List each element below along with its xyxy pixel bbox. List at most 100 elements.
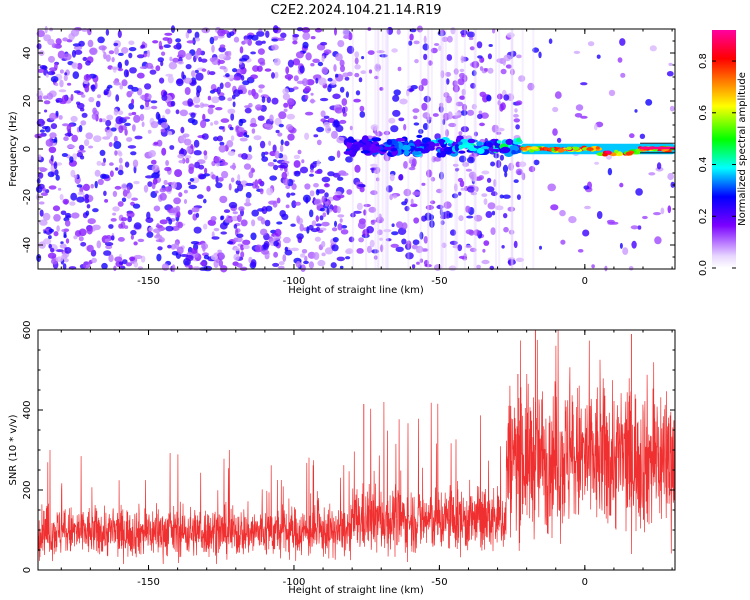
noise-blob bbox=[478, 110, 483, 115]
noise-blob bbox=[55, 256, 64, 263]
snr-panel: -150 -100 -50 0 600 400 200 0 Height of straigh… bbox=[8, 320, 676, 596]
noise-blob bbox=[169, 145, 175, 150]
noise-blob bbox=[388, 117, 396, 124]
noise-blob bbox=[193, 226, 202, 234]
noise-blob bbox=[167, 37, 173, 45]
noise-blob bbox=[104, 199, 109, 203]
noise-blob bbox=[242, 239, 251, 246]
noise-blob bbox=[126, 211, 135, 218]
noise-blob bbox=[506, 32, 515, 38]
noise-blob bbox=[206, 185, 211, 192]
noise-blob bbox=[619, 182, 624, 188]
noise-blob bbox=[228, 183, 232, 191]
noise-blob bbox=[408, 167, 416, 171]
noise-blob bbox=[233, 247, 241, 251]
spectrogram-ylabel: Frequency (Hz) bbox=[8, 111, 19, 187]
noise-blob bbox=[445, 71, 451, 77]
noise-blob bbox=[461, 103, 467, 111]
noise-blob bbox=[466, 215, 474, 219]
noise-blob bbox=[359, 186, 365, 193]
noise-blob bbox=[433, 43, 440, 46]
noise-blob bbox=[285, 204, 290, 209]
noise-blob bbox=[109, 162, 114, 166]
noise-blob bbox=[177, 49, 186, 59]
noise-blob bbox=[122, 189, 128, 197]
noise-blob bbox=[105, 119, 112, 127]
noise-blob bbox=[477, 55, 483, 59]
noise-blob bbox=[427, 60, 433, 66]
noise-blob bbox=[278, 261, 285, 266]
noise-blob bbox=[190, 112, 196, 119]
noise-blob bbox=[136, 72, 145, 79]
noise-blob bbox=[217, 29, 226, 37]
snr-series-line bbox=[37, 329, 676, 565]
noise-blob bbox=[299, 223, 304, 232]
noise-blob bbox=[227, 108, 236, 115]
noise-blob bbox=[201, 133, 209, 140]
noise-blob bbox=[620, 72, 626, 78]
noise-blob bbox=[196, 85, 202, 94]
noise-blob bbox=[648, 172, 656, 176]
noise-blob bbox=[84, 85, 90, 93]
noise-blob bbox=[194, 104, 201, 108]
noise-blob bbox=[339, 218, 343, 223]
noise-blob bbox=[106, 130, 113, 138]
noise-blob bbox=[50, 123, 58, 130]
noise-blob bbox=[150, 105, 158, 110]
noise-blob bbox=[293, 86, 299, 90]
noise-blob bbox=[325, 125, 331, 134]
noise-blob bbox=[293, 154, 301, 160]
noise-blob bbox=[493, 179, 497, 187]
noise-blob bbox=[44, 109, 48, 113]
noise-blob bbox=[507, 206, 516, 212]
noise-blob bbox=[453, 68, 459, 75]
noise-blob bbox=[263, 123, 272, 128]
noise-blob bbox=[183, 199, 188, 204]
noise-blob bbox=[45, 73, 49, 78]
noise-blob bbox=[458, 215, 464, 222]
noise-blob bbox=[310, 62, 315, 67]
noise-blob bbox=[268, 140, 272, 146]
onset-blob bbox=[454, 144, 460, 152]
noise-blob bbox=[145, 100, 150, 108]
noise-blob bbox=[176, 246, 184, 255]
noise-blob bbox=[215, 107, 223, 111]
noise-blob bbox=[259, 188, 264, 195]
noise-blob bbox=[271, 44, 279, 51]
noise-blob bbox=[577, 249, 584, 253]
noise-blob bbox=[460, 126, 469, 133]
noise-blob bbox=[273, 164, 279, 171]
snr-peaks bbox=[363, 330, 632, 524]
noise-blob bbox=[326, 207, 330, 216]
noise-blob bbox=[290, 192, 296, 196]
colorbar-tick-label: 0.6 bbox=[698, 105, 709, 121]
noise-blob bbox=[190, 144, 194, 149]
noise-blob bbox=[619, 38, 626, 46]
noise-blob bbox=[250, 74, 258, 79]
noise-blob bbox=[185, 254, 194, 262]
noise-blob bbox=[419, 258, 423, 263]
noise-blob bbox=[389, 194, 393, 201]
noise-blob bbox=[36, 43, 42, 50]
line-blob bbox=[571, 146, 580, 151]
noise-blob bbox=[203, 198, 207, 204]
noise-blob bbox=[38, 201, 45, 205]
noise-blob bbox=[508, 229, 515, 235]
noise-blob bbox=[194, 31, 200, 39]
noise-blob bbox=[240, 219, 248, 227]
noise-blob bbox=[370, 163, 378, 167]
onset-blob bbox=[350, 144, 360, 152]
noise-blob bbox=[454, 183, 458, 192]
noise-blob bbox=[64, 247, 72, 254]
snr-ytick-label: 600 bbox=[22, 320, 33, 339]
noise-blob bbox=[272, 200, 278, 208]
noise-blob bbox=[315, 223, 322, 227]
noise-blob bbox=[428, 214, 434, 221]
noise-blob bbox=[424, 264, 433, 268]
noise-blob bbox=[177, 60, 184, 65]
noise-blob bbox=[285, 66, 290, 75]
noise-blob bbox=[211, 96, 220, 104]
noise-blob bbox=[168, 61, 178, 70]
noise-blob bbox=[217, 59, 225, 64]
spectrogram-ytick-label: 20 bbox=[22, 95, 33, 108]
